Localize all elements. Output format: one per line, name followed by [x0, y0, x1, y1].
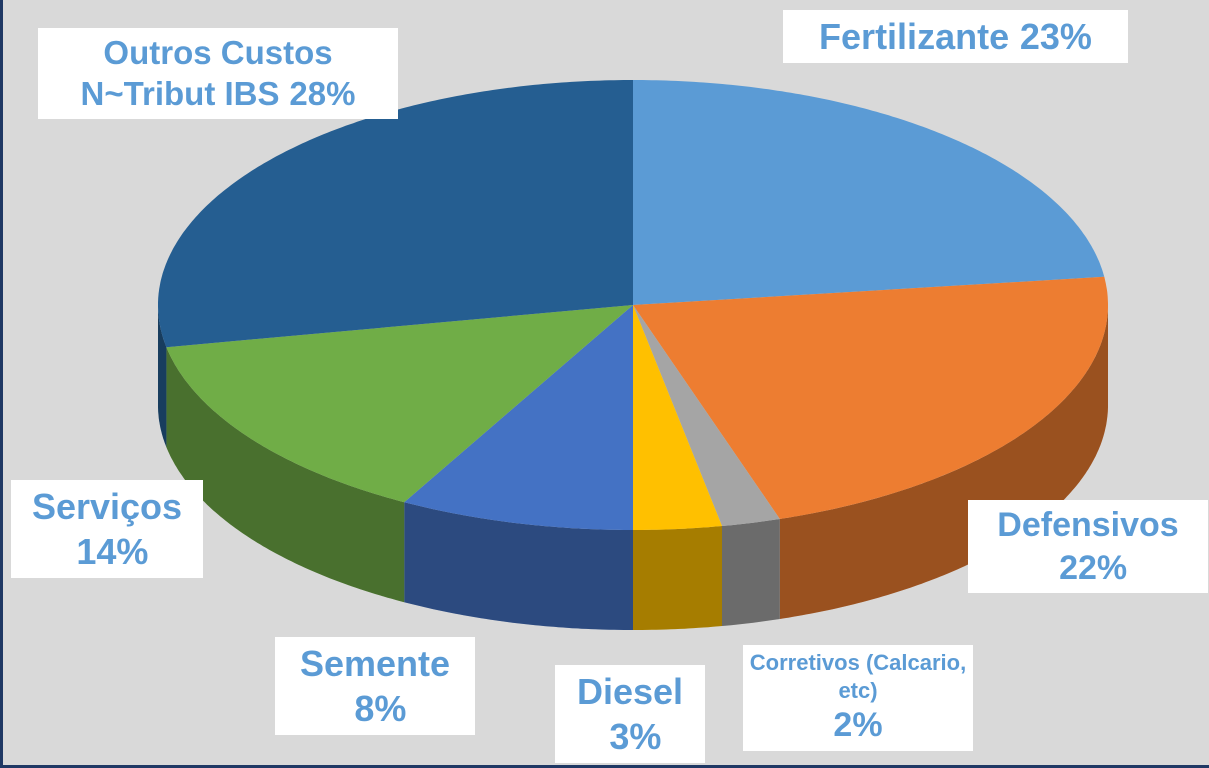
slice-side-shade — [166, 347, 405, 603]
category-label: Fertilizante — [819, 16, 1010, 57]
value-label: 8% — [354, 688, 407, 729]
slice-side — [633, 526, 722, 630]
slice-label: Diesel3% — [555, 665, 705, 763]
slice — [158, 80, 633, 348]
slice — [633, 80, 1105, 305]
value-label: 28% — [289, 75, 356, 113]
category-label: Corretivos (Calcario, etc) — [749, 650, 967, 703]
slice-side — [779, 305, 1108, 619]
slice-label: Serviços14% — [11, 480, 203, 578]
value-label: 14% — [76, 531, 149, 572]
slice — [404, 305, 633, 530]
slice-label: Defensivos 22% — [968, 500, 1208, 593]
value-label: 3% — [609, 716, 662, 757]
slice — [166, 305, 633, 503]
slice-side-shade — [779, 305, 1108, 619]
slice-side — [722, 519, 780, 626]
value-label: 22% — [1059, 548, 1128, 587]
slice-side — [158, 305, 167, 448]
slice-side — [166, 347, 405, 603]
category-label: Serviços — [31, 486, 183, 527]
slice-label: Fertilizante 23% — [783, 10, 1128, 63]
slice-label: Outros Custos N~Tribut IBS 28% — [38, 28, 398, 119]
slice-side-shade — [722, 519, 780, 626]
slice-label: Corretivos (Calcario, etc) 2% — [743, 645, 973, 751]
category-label: Defensivos — [997, 506, 1179, 544]
slice — [633, 305, 722, 530]
value-label: 2% — [833, 706, 883, 744]
slice-side-shade — [404, 502, 633, 630]
slice — [633, 276, 1108, 519]
category-label: Outros Custos N~Tribut IBS — [80, 34, 333, 113]
value-label: 23% — [1019, 16, 1092, 57]
slice-side-shade — [633, 526, 722, 630]
category-label: Diesel — [576, 671, 684, 712]
slice-side-shade — [158, 305, 167, 448]
pie-plot — [158, 80, 1108, 630]
slice-side — [404, 502, 633, 630]
category-label: Semente — [299, 643, 451, 684]
slice-label: Semente8% — [275, 637, 475, 735]
slice — [633, 305, 780, 526]
